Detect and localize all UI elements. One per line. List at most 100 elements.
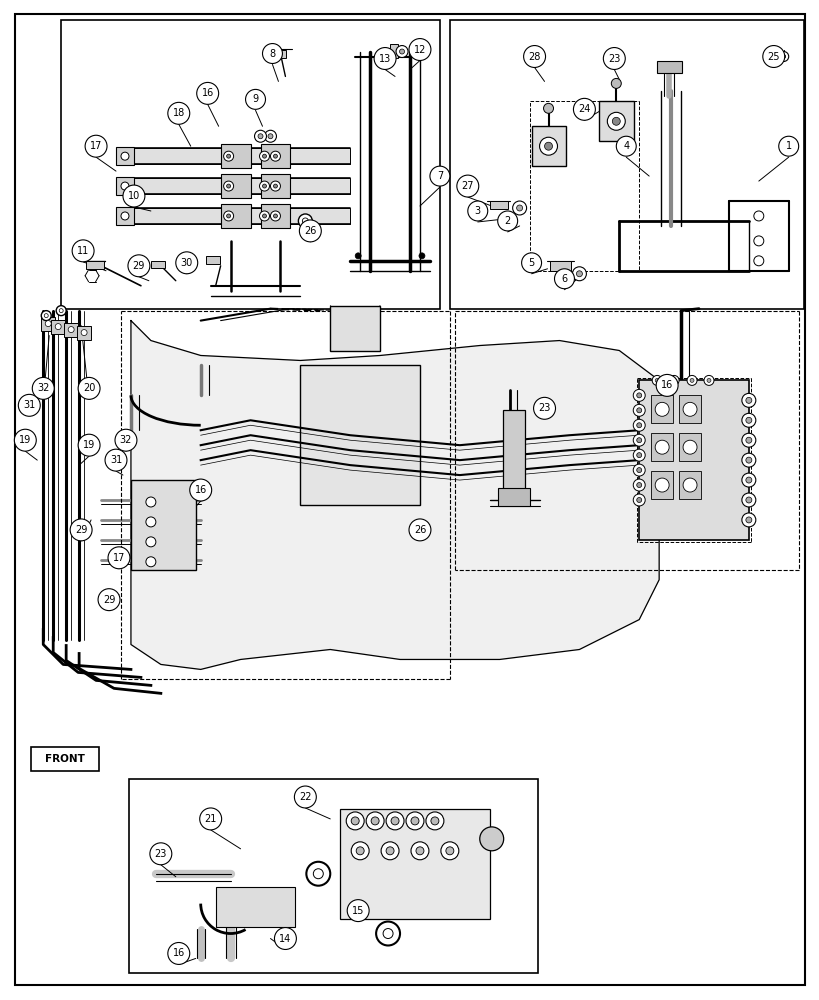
Bar bbox=[51, 320, 65, 334]
Circle shape bbox=[150, 843, 172, 865]
Circle shape bbox=[123, 185, 145, 207]
Text: 16: 16 bbox=[201, 88, 214, 98]
Circle shape bbox=[68, 327, 74, 333]
Bar bbox=[86, 261, 104, 269]
Circle shape bbox=[668, 375, 678, 385]
Circle shape bbox=[299, 220, 321, 242]
Circle shape bbox=[636, 393, 641, 398]
Text: 16: 16 bbox=[660, 380, 672, 390]
Circle shape bbox=[175, 252, 197, 274]
Bar bbox=[115, 147, 133, 165]
Circle shape bbox=[197, 82, 219, 104]
Circle shape bbox=[467, 201, 487, 221]
Circle shape bbox=[146, 517, 156, 527]
Circle shape bbox=[704, 375, 713, 385]
Text: 30: 30 bbox=[180, 258, 192, 268]
Circle shape bbox=[274, 928, 296, 949]
Circle shape bbox=[632, 479, 645, 491]
Bar bbox=[129, 779, 537, 973]
Circle shape bbox=[612, 117, 619, 125]
Circle shape bbox=[259, 151, 269, 161]
Circle shape bbox=[14, 429, 36, 451]
Circle shape bbox=[741, 393, 755, 407]
Bar bbox=[599, 101, 633, 141]
Circle shape bbox=[351, 817, 359, 825]
Bar bbox=[489, 201, 507, 209]
Bar bbox=[678, 471, 700, 499]
Circle shape bbox=[313, 869, 323, 879]
Circle shape bbox=[351, 842, 369, 860]
Circle shape bbox=[572, 267, 586, 281]
Circle shape bbox=[270, 211, 280, 221]
Circle shape bbox=[572, 98, 595, 120]
Bar bbox=[41, 317, 55, 331]
Text: 26: 26 bbox=[304, 226, 316, 236]
Text: 22: 22 bbox=[299, 792, 311, 802]
Circle shape bbox=[690, 378, 693, 382]
Circle shape bbox=[270, 181, 280, 191]
Circle shape bbox=[741, 473, 755, 487]
Circle shape bbox=[224, 211, 233, 221]
Circle shape bbox=[386, 847, 394, 855]
Bar bbox=[151, 261, 165, 268]
Text: 11: 11 bbox=[77, 246, 89, 256]
Circle shape bbox=[273, 184, 277, 188]
Text: 5: 5 bbox=[527, 258, 534, 268]
Text: 28: 28 bbox=[527, 52, 540, 62]
Bar bbox=[77, 326, 91, 340]
Circle shape bbox=[108, 547, 129, 569]
Text: 14: 14 bbox=[279, 934, 292, 944]
Bar bbox=[220, 174, 251, 198]
Bar bbox=[260, 144, 290, 168]
Circle shape bbox=[497, 211, 517, 231]
Circle shape bbox=[146, 497, 156, 507]
Circle shape bbox=[745, 517, 751, 523]
Circle shape bbox=[456, 175, 478, 197]
Circle shape bbox=[415, 847, 423, 855]
Text: 25: 25 bbox=[767, 52, 779, 62]
Text: 16: 16 bbox=[194, 485, 206, 495]
Circle shape bbox=[632, 404, 645, 416]
Bar bbox=[656, 61, 681, 73]
Circle shape bbox=[189, 479, 211, 501]
Circle shape bbox=[611, 78, 621, 88]
Circle shape bbox=[543, 103, 553, 113]
Circle shape bbox=[226, 184, 230, 188]
Circle shape bbox=[382, 929, 392, 939]
Circle shape bbox=[741, 493, 755, 507]
Text: 10: 10 bbox=[128, 191, 140, 201]
Circle shape bbox=[55, 324, 61, 330]
Circle shape bbox=[651, 375, 661, 385]
Circle shape bbox=[778, 136, 798, 156]
Circle shape bbox=[381, 842, 399, 860]
Bar bbox=[549, 261, 571, 271]
Circle shape bbox=[745, 417, 751, 423]
Bar bbox=[61, 20, 439, 309]
Bar bbox=[531, 126, 566, 166]
Circle shape bbox=[682, 478, 696, 492]
Circle shape bbox=[512, 201, 526, 215]
Circle shape bbox=[632, 419, 645, 431]
Circle shape bbox=[686, 375, 696, 385]
Bar bbox=[64, 323, 78, 337]
Circle shape bbox=[224, 151, 233, 161]
Text: 19: 19 bbox=[19, 435, 31, 445]
Circle shape bbox=[607, 112, 625, 130]
Circle shape bbox=[745, 497, 751, 503]
Circle shape bbox=[376, 922, 400, 945]
Text: 31: 31 bbox=[23, 400, 35, 410]
Circle shape bbox=[655, 374, 677, 396]
Text: 20: 20 bbox=[83, 383, 95, 393]
Circle shape bbox=[262, 214, 266, 218]
Circle shape bbox=[741, 513, 755, 527]
Circle shape bbox=[409, 519, 431, 541]
Bar bbox=[390, 44, 397, 58]
Bar bbox=[278, 50, 286, 58]
Text: 17: 17 bbox=[113, 553, 125, 563]
Circle shape bbox=[98, 589, 120, 611]
Circle shape bbox=[745, 437, 751, 443]
Text: 23: 23 bbox=[608, 54, 620, 64]
Text: 15: 15 bbox=[351, 906, 364, 916]
Circle shape bbox=[105, 449, 127, 471]
Text: 32: 32 bbox=[120, 435, 132, 445]
